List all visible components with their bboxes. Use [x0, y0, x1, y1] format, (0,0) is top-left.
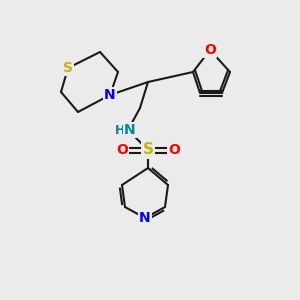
- Text: N: N: [124, 123, 136, 137]
- Text: O: O: [204, 43, 216, 57]
- Text: S: S: [142, 142, 154, 158]
- Text: O: O: [168, 143, 180, 157]
- Text: O: O: [116, 143, 128, 157]
- Text: S: S: [63, 61, 73, 75]
- Text: N: N: [139, 211, 151, 225]
- Text: N: N: [104, 88, 116, 102]
- Text: H: H: [115, 124, 125, 136]
